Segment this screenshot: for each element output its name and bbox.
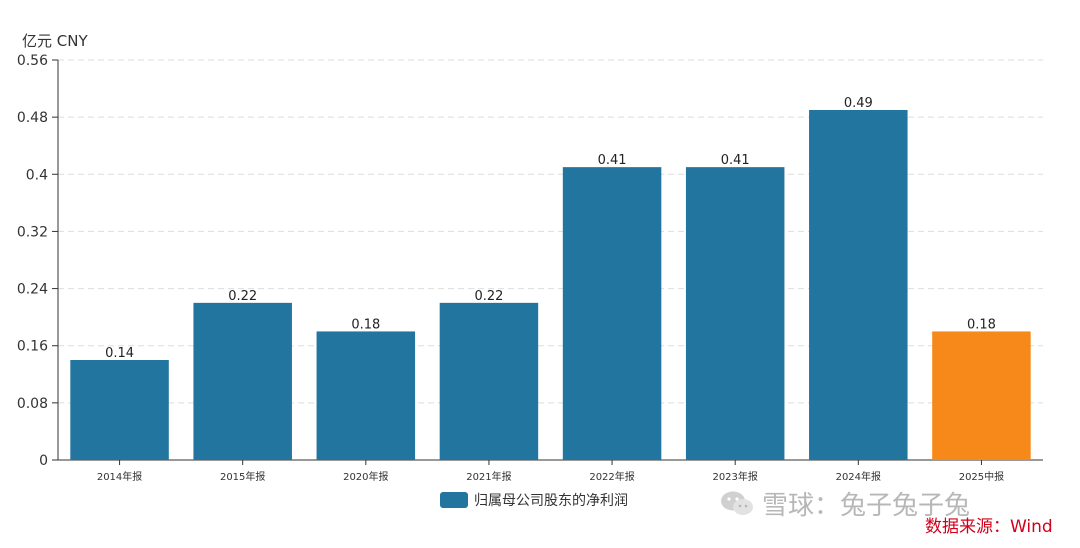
x-tick-label: 2015年报 — [220, 470, 265, 483]
x-tick-label: 2025中报 — [959, 470, 1004, 483]
data-label: 0.18 — [351, 317, 380, 332]
data-source: 数据来源：Wind — [925, 517, 1053, 537]
bar — [193, 302, 292, 460]
y-tick-label: 0.48 — [17, 110, 48, 126]
x-tick-label: 2023年报 — [712, 470, 757, 483]
bar — [316, 331, 416, 460]
y-tick-label: 0.24 — [17, 282, 48, 298]
y-tick-label: 0 — [39, 453, 48, 469]
x-tick-label: 2024年报 — [836, 470, 881, 483]
y-axis-unit-label: 亿元 CNY — [22, 32, 88, 50]
legend-label: 归属母公司股东的净利润 — [474, 493, 628, 509]
y-tick-label: 0.4 — [26, 167, 48, 183]
x-tick-label: 2022年报 — [589, 470, 634, 483]
data-label: 0.22 — [474, 289, 503, 304]
watermark: 雪球：兔子兔子兔 — [720, 485, 970, 522]
wechat-icon — [721, 491, 753, 515]
data-label: 0.14 — [105, 346, 134, 361]
bar — [932, 331, 1031, 460]
bar — [809, 110, 908, 460]
x-tick-label: 2021年报 — [466, 470, 511, 483]
x-tick-label: 2020年报 — [343, 470, 388, 483]
data-label: 0.41 — [721, 153, 750, 168]
data-label: 0.18 — [967, 317, 996, 332]
data-label: 0.41 — [598, 153, 627, 168]
y-tick-label: 0.16 — [17, 339, 48, 355]
y-tick-label: 0.56 — [17, 53, 48, 69]
bar — [562, 167, 662, 460]
watermark-text: 雪球：兔子兔子兔 — [762, 491, 971, 521]
legend-swatch — [440, 492, 468, 508]
bar — [439, 302, 539, 460]
bar — [70, 360, 169, 460]
x-tick-label: 2014年报 — [97, 470, 142, 483]
data-label: 0.22 — [228, 289, 257, 304]
legend: 归属母公司股东的净利润 — [440, 490, 628, 510]
y-tick-label: 0.32 — [17, 224, 48, 240]
data-label: 0.49 — [844, 96, 873, 111]
y-tick-label: 0.08 — [17, 396, 48, 412]
bar — [685, 167, 785, 460]
